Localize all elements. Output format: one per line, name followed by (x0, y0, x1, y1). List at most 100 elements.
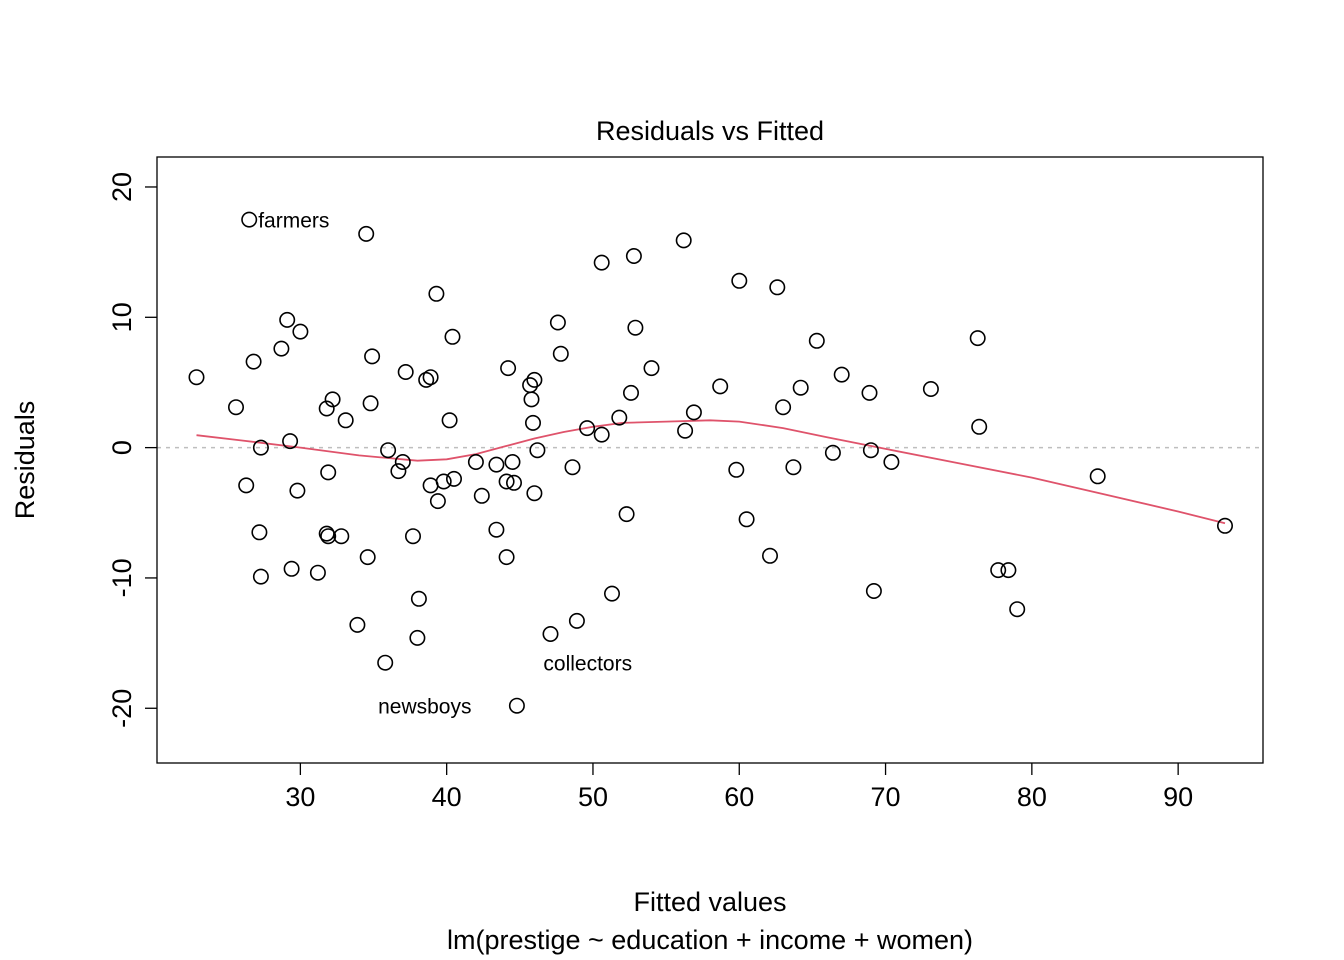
data-point (508, 697, 525, 714)
data-point (292, 323, 309, 340)
data-point (625, 248, 642, 265)
data-point (282, 433, 299, 450)
data-point (524, 414, 541, 431)
data-point (359, 549, 376, 566)
data-point (862, 442, 879, 459)
point-label: collectors (543, 653, 632, 676)
y-tick-label: -20 (107, 689, 137, 728)
smooth-line-layer (196, 419, 1226, 525)
x-tick-label: 90 (1163, 782, 1193, 812)
data-point (505, 474, 522, 491)
data-point (252, 568, 269, 585)
data-point (568, 612, 585, 629)
data-point (627, 319, 644, 336)
data-point (349, 616, 366, 633)
y-tick-label: 20 (107, 172, 137, 202)
data-point (738, 511, 755, 528)
x-tick-label: 80 (1017, 782, 1047, 812)
data-point (394, 453, 411, 470)
data-point (320, 464, 337, 481)
data-point (785, 459, 802, 476)
data-point (422, 477, 439, 494)
data-point (409, 629, 426, 646)
data-point (488, 521, 505, 538)
data-point (283, 560, 300, 577)
data-point (444, 328, 461, 345)
data-point (526, 371, 543, 388)
data-point (333, 528, 350, 545)
data-point (622, 384, 639, 401)
data-point (241, 211, 258, 228)
plot-frame (156, 156, 1264, 764)
data-point (579, 420, 596, 437)
data-point (808, 332, 825, 349)
data-point (971, 418, 988, 435)
data-point (488, 456, 505, 473)
data-point (865, 582, 882, 599)
data-point (761, 547, 778, 564)
data-point (362, 395, 379, 412)
data-point (969, 330, 986, 347)
data-point (1009, 601, 1026, 618)
data-point (390, 463, 407, 480)
data-point (593, 426, 610, 443)
smooth-line (196, 419, 1226, 525)
data-point (712, 378, 729, 395)
data-point (358, 225, 375, 242)
x-axis-label: Fitted values (633, 887, 786, 917)
data-point (1217, 517, 1234, 534)
data-point (238, 477, 255, 494)
point-label: farmers (258, 210, 329, 233)
data-point (643, 360, 660, 377)
data-point (397, 363, 414, 380)
data-point (428, 285, 445, 302)
data-point (504, 453, 521, 470)
data-point (564, 459, 581, 476)
y-axis-label: Residuals (10, 401, 40, 520)
data-point (526, 485, 543, 502)
point-labels-layer: farmers collectors newsboys (258, 210, 632, 719)
data-point (529, 442, 546, 459)
data-point (685, 404, 702, 421)
points-layer (188, 211, 1234, 714)
data-point (498, 473, 515, 490)
data-point (603, 585, 620, 602)
data-point (418, 371, 435, 388)
data-point (1000, 562, 1017, 579)
data-point (245, 353, 262, 370)
data-point (728, 461, 745, 478)
data-point (731, 272, 748, 289)
y-tick-label: 0 (107, 440, 137, 455)
data-point (188, 369, 205, 386)
y-tick-label: 10 (107, 302, 137, 332)
data-point (377, 654, 394, 671)
data-point (523, 391, 540, 408)
data-point (542, 625, 559, 642)
data-point (792, 379, 809, 396)
data-point (337, 412, 354, 429)
data-point (990, 562, 1007, 579)
data-point (380, 442, 397, 459)
x-tick-label: 40 (432, 782, 462, 812)
data-point (775, 399, 792, 416)
data-point (500, 360, 517, 377)
data-point (549, 314, 566, 331)
data-point (422, 369, 439, 386)
data-point (324, 391, 341, 408)
data-point (445, 470, 462, 487)
data-point (618, 506, 635, 523)
data-point (279, 311, 296, 328)
data-point (228, 399, 245, 416)
data-point (498, 549, 515, 566)
data-point (769, 279, 786, 296)
chart-title: Residuals vs Fitted (596, 116, 824, 146)
data-point (677, 422, 694, 439)
data-point (252, 439, 269, 456)
y-tick-label: -10 (107, 558, 137, 597)
data-point (251, 524, 268, 541)
data-point (833, 366, 850, 383)
x-tick-label: 30 (285, 782, 315, 812)
x-tick-label: 70 (871, 782, 901, 812)
data-point (593, 254, 610, 271)
